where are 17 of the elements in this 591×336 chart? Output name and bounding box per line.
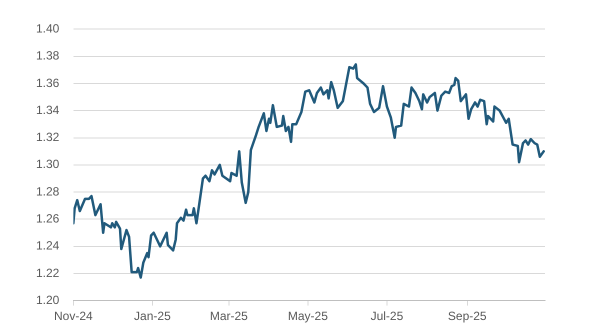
y-tick-label: 1.32 [36, 130, 60, 144]
y-tick-label: 1.34 [36, 102, 60, 117]
x-tick-label: Mar-25 [210, 309, 248, 324]
y-tick-label: 1.24 [36, 238, 60, 253]
x-tick-label: Jul-25 [370, 309, 404, 324]
y-tick-label: 1.40 [36, 22, 60, 36]
y-tick-label: 1.28 [36, 184, 60, 198]
y-tick-label: 1.30 [36, 157, 60, 172]
x-tick-label: Sep-25 [448, 309, 487, 324]
x-tick-label: Jan-25 [134, 309, 172, 324]
y-tick-label: 1.22 [36, 266, 60, 280]
y-tick-label: 1.38 [36, 48, 60, 63]
y-tick-label: 1.20 [36, 292, 60, 307]
x-tick-label: Nov-24 [54, 309, 94, 324]
y-tick-label: 1.36 [36, 76, 60, 90]
y-tick-label: 1.26 [36, 211, 60, 226]
x-tick-label: May-25 [288, 309, 328, 324]
